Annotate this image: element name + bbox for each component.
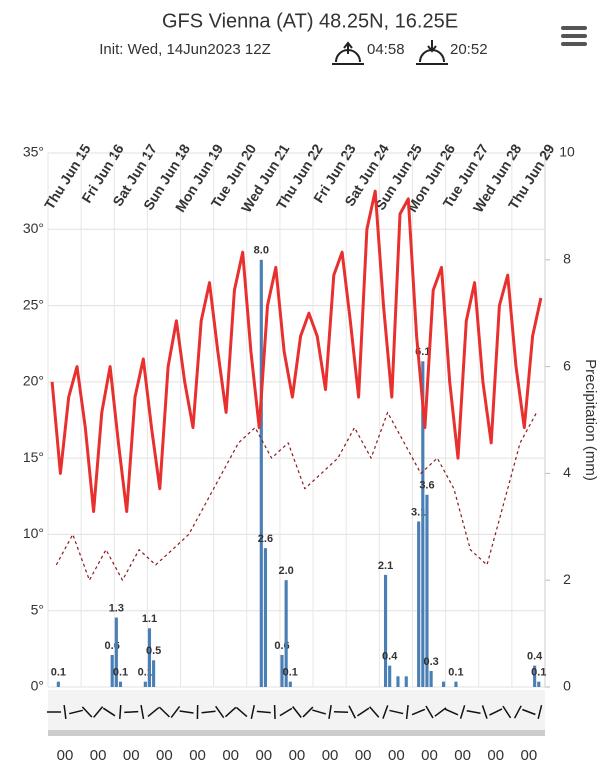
precip-bar — [454, 682, 457, 687]
menu-button[interactable] — [561, 26, 587, 46]
precip-label: 0.3 — [423, 656, 438, 668]
wind-arrow — [120, 705, 121, 719]
precip-bar — [396, 676, 399, 687]
hour-label: 00 — [355, 747, 372, 764]
hour-label: 00 — [454, 747, 471, 764]
y2-tick-label: 4 — [563, 464, 571, 480]
precip-bar — [430, 671, 433, 687]
sunset-time: 20:52 — [450, 41, 488, 58]
precip-label: 0.1 — [113, 667, 128, 679]
y-tick-label: 35° — [23, 144, 44, 160]
precip-label: 0.1 — [448, 667, 463, 679]
precip-label: 2.0 — [278, 565, 293, 577]
hour-label: 00 — [421, 747, 438, 764]
chart-title: GFS Vienna (AT) 48.25N, 16.25E — [162, 10, 458, 32]
precip-bar — [442, 682, 445, 687]
hour-label: 00 — [289, 747, 306, 764]
hour-label: 00 — [255, 747, 272, 764]
y-tick-label: 25° — [23, 296, 44, 312]
y-tick-label: 0° — [31, 678, 44, 694]
precip-bar — [260, 260, 263, 687]
precip-label: 0.4 — [382, 651, 398, 663]
hour-label: 00 — [388, 747, 405, 764]
sunrise-time: 04:58 — [367, 41, 405, 58]
precip-label: 1.3 — [109, 602, 124, 614]
precip-bar — [57, 682, 60, 687]
y-tick-label: 30° — [23, 220, 44, 236]
y2-axis-label: Precipitation (mm) — [582, 359, 599, 481]
y2-tick-label: 6 — [563, 357, 571, 373]
precip-bar — [405, 676, 408, 687]
precip-bar — [384, 575, 387, 687]
y-tick-label: 15° — [23, 449, 44, 465]
precip-bar — [119, 682, 122, 687]
y2-tick-label: 2 — [563, 571, 571, 587]
precip-bar — [417, 521, 420, 687]
precip-bar — [289, 682, 292, 687]
precip-bar — [152, 660, 155, 687]
hour-label: 00 — [57, 747, 74, 764]
y-tick-label: 20° — [23, 373, 44, 389]
hour-label: 00 — [222, 747, 239, 764]
precip-label: 0.1 — [283, 667, 298, 679]
precip-label: 0.1 — [531, 667, 546, 679]
subtitle: Init: Wed, 14Jun2023 12Z — [99, 41, 271, 58]
y2-tick-label: 8 — [563, 251, 571, 267]
precip-bar — [388, 666, 391, 687]
temperature-line — [52, 191, 541, 511]
y-tick-label: 10° — [23, 525, 44, 541]
y2-tick-label: 0 — [563, 678, 571, 694]
precip-label: 3.6 — [419, 480, 434, 492]
precip-bar — [148, 628, 151, 687]
hour-label: 00 — [189, 747, 206, 764]
hour-label: 00 — [322, 747, 339, 764]
hour-label: 00 — [123, 747, 140, 764]
precip-label: 2.6 — [258, 533, 273, 545]
y-tick-label: 5° — [31, 601, 44, 617]
precip-label: 1.1 — [142, 613, 157, 625]
precip-bar — [144, 682, 147, 687]
precip-label: 2.1 — [378, 560, 393, 572]
wind-arrow — [124, 712, 138, 713]
precip-label: 0.5 — [146, 645, 161, 657]
precip-label: 0.4 — [527, 651, 543, 663]
hour-label: 00 — [90, 747, 107, 764]
precip-label: 8.0 — [254, 245, 269, 257]
precip-label: 0.1 — [51, 667, 66, 679]
precip-bar — [264, 548, 267, 687]
hour-label: 00 — [156, 747, 173, 764]
y2-tick-label: 10 — [559, 144, 575, 160]
hour-label: 00 — [521, 747, 538, 764]
wind-strip — [48, 690, 545, 736]
wind-strip-base — [48, 730, 545, 736]
precip-bar — [537, 682, 540, 687]
hour-label: 00 — [487, 747, 504, 764]
